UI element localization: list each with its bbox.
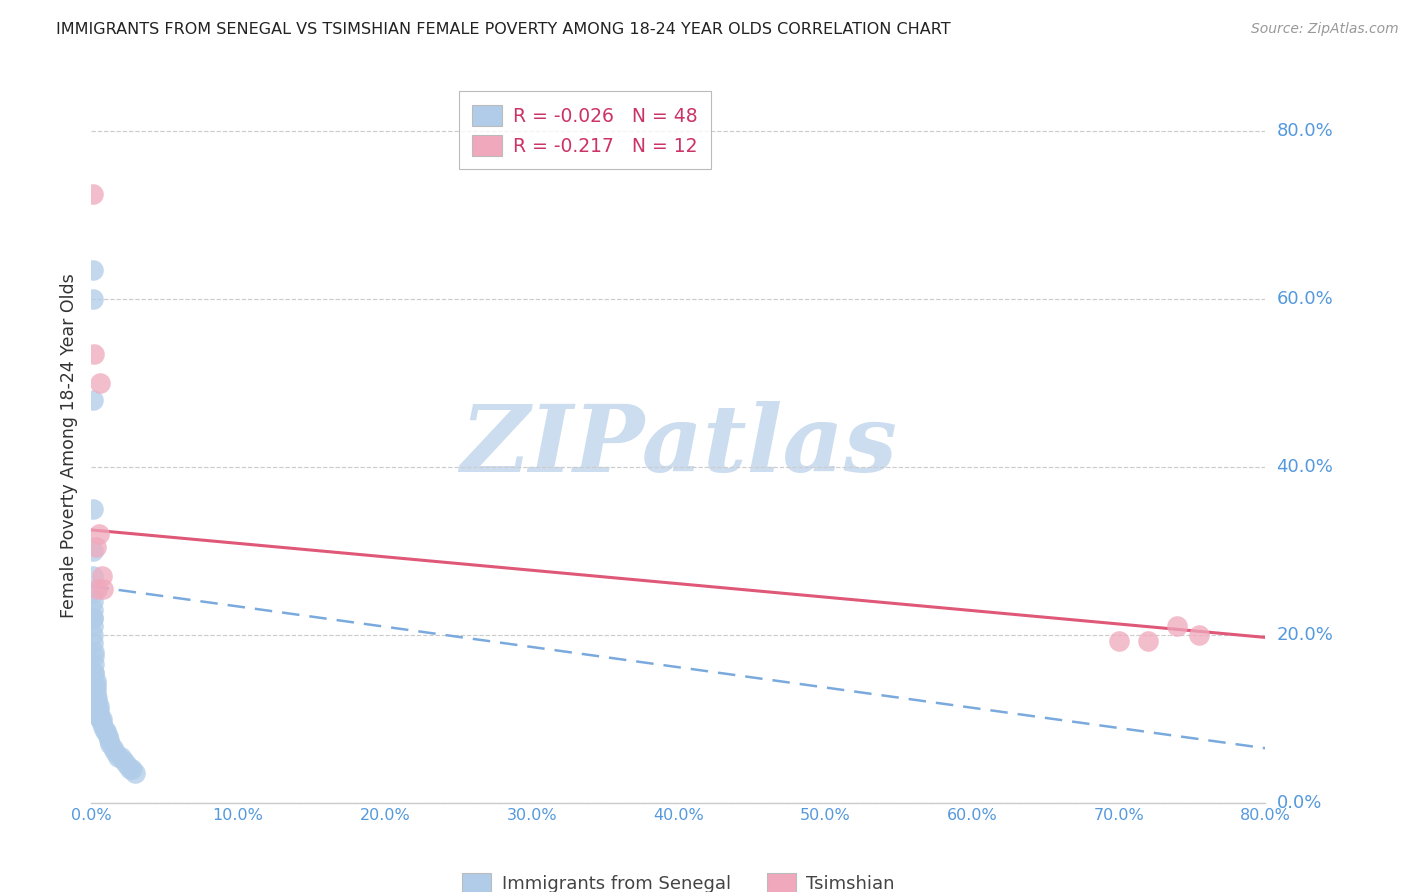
Point (83, 346, 105, 360)
Point (96, 729, 118, 743)
Point (91, 582, 114, 596)
Point (1108, 633, 1130, 648)
Point (89, 712, 111, 726)
Legend: Immigrants from Senegal, Tsimshian: Immigrants from Senegal, Tsimshian (454, 865, 903, 892)
Point (118, 762, 141, 776)
Point (82, 292, 104, 306)
Point (82, 544, 104, 558)
Point (89, 712, 111, 726)
Point (107, 749, 129, 764)
Point (86, 699, 108, 714)
Point (82, 594, 104, 608)
Point (82, 603, 104, 617)
Point (82, 262, 104, 277)
Point (82, 187, 104, 202)
Point (86, 690, 108, 705)
Point (82, 636, 104, 650)
Y-axis label: Female Poverty Among 18-24 Year Olds: Female Poverty Among 18-24 Year Olds (59, 274, 77, 618)
Point (82, 502, 104, 516)
Point (84, 674, 107, 689)
Point (90, 569, 112, 583)
Point (87, 707, 110, 722)
Text: 80.0%: 80.0% (1277, 122, 1333, 140)
Point (91, 720, 114, 734)
Point (82, 392, 104, 407)
Point (87, 527, 110, 541)
Point (82, 611, 104, 625)
Point (86, 582, 108, 596)
Point (115, 758, 138, 772)
Point (112, 754, 135, 768)
Point (84, 682, 107, 697)
Point (124, 766, 146, 780)
Point (104, 746, 127, 760)
Point (84, 687, 107, 701)
Text: Source: ZipAtlas.com: Source: ZipAtlas.com (1251, 22, 1399, 37)
Point (1136, 633, 1159, 648)
Point (83, 645, 105, 659)
Point (121, 762, 143, 776)
Point (82, 628, 104, 642)
Point (82, 619, 104, 633)
Point (103, 741, 125, 756)
Point (1188, 628, 1211, 642)
Point (83, 648, 105, 663)
Point (90, 716, 112, 731)
Point (84, 540, 107, 554)
Point (87, 703, 110, 717)
Point (100, 737, 122, 751)
Text: 40.0%: 40.0% (1277, 458, 1333, 476)
Text: ZIPatlas: ZIPatlas (460, 401, 897, 491)
Point (86, 695, 108, 709)
Text: 60.0%: 60.0% (1277, 290, 1333, 308)
Text: 20.0%: 20.0% (1277, 626, 1333, 644)
Point (83, 665, 105, 680)
Point (82, 586, 104, 600)
Point (82, 611, 104, 625)
Point (93, 724, 115, 739)
Point (1166, 619, 1188, 633)
Point (83, 665, 105, 680)
Point (83, 657, 105, 672)
Point (94, 724, 117, 739)
Point (82, 569, 104, 583)
Point (89, 376, 111, 390)
Point (90, 712, 112, 726)
Point (87, 699, 110, 714)
Point (84, 678, 107, 692)
Point (98, 732, 121, 747)
Text: IMMIGRANTS FROM SENEGAL VS TSIMSHIAN FEMALE POVERTY AMONG 18-24 YEAR OLDS CORREL: IMMIGRANTS FROM SENEGAL VS TSIMSHIAN FEM… (56, 22, 950, 37)
Point (110, 749, 132, 764)
Text: 0.0%: 0.0% (1277, 794, 1322, 812)
